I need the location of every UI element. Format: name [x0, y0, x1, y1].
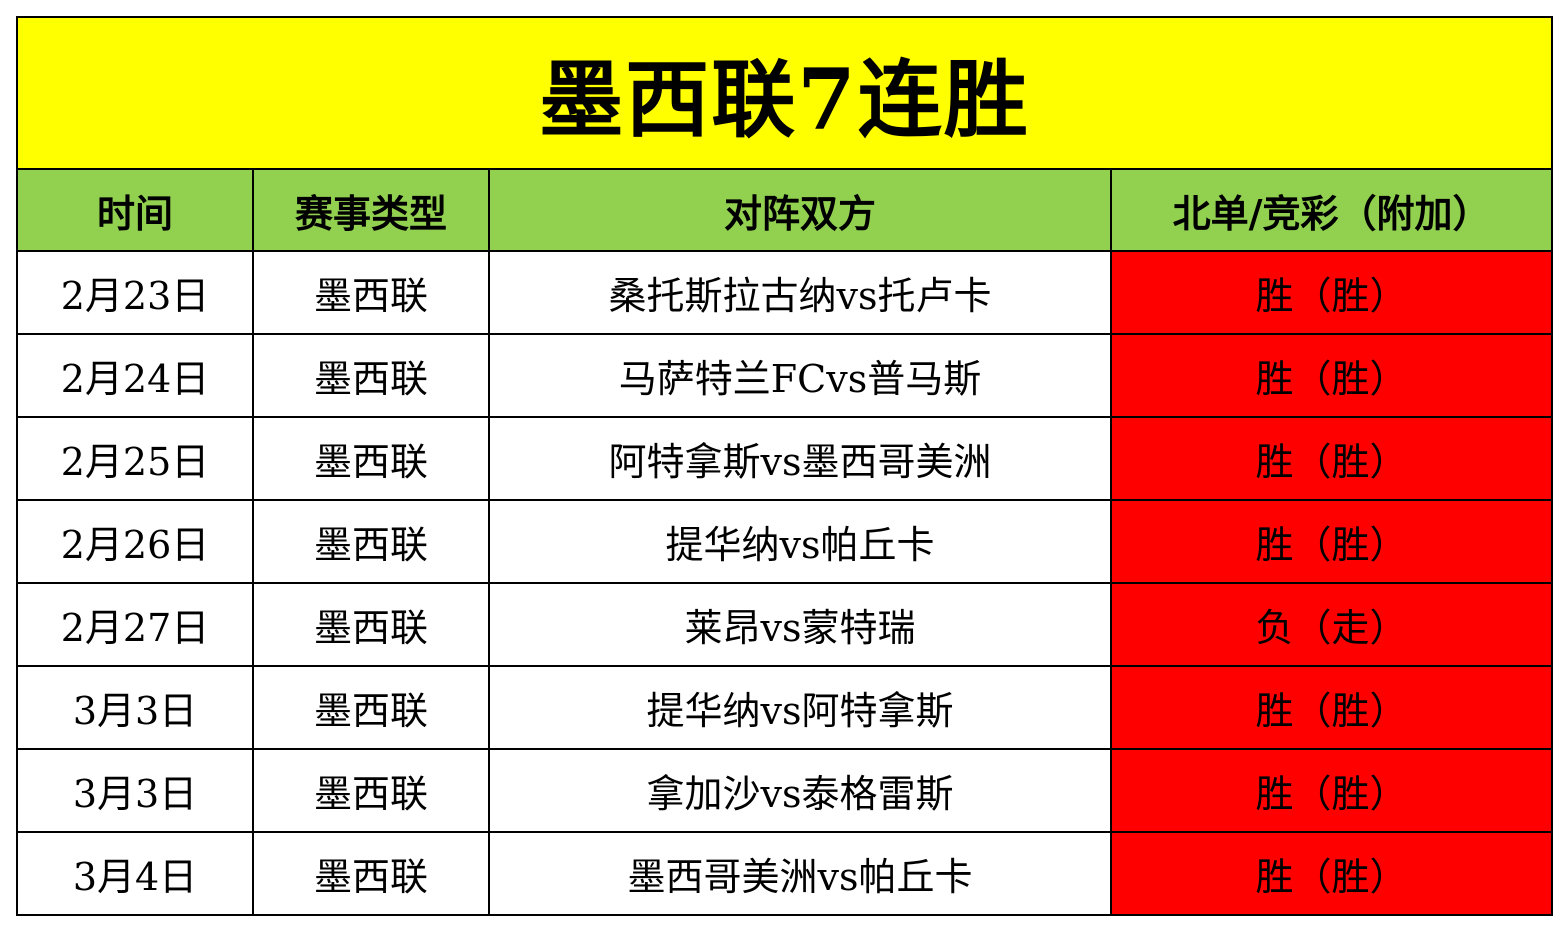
cell-match: 阿特拿斯vs墨西哥美洲	[488, 416, 1112, 501]
table-row: 2月24日 墨西联 马萨特兰FCvs普马斯 胜（胜）	[16, 333, 1554, 418]
table-row: 2月26日 墨西联 提华纳vs帕丘卡 胜（胜）	[16, 499, 1554, 584]
header-result: 北单/竞彩（附加）	[1109, 168, 1554, 252]
cell-time: 2月24日	[16, 333, 254, 418]
cell-result: 胜（胜）	[1109, 831, 1554, 916]
cell-type: 墨西联	[252, 582, 490, 667]
cell-type: 墨西联	[252, 416, 490, 501]
cell-result: 胜（胜）	[1109, 416, 1554, 501]
table-row: 3月4日 墨西联 墨西哥美洲vs帕丘卡 胜（胜）	[16, 831, 1554, 916]
cell-type: 墨西联	[252, 499, 490, 584]
cell-type: 墨西联	[252, 333, 490, 418]
cell-result: 胜（胜）	[1109, 250, 1554, 335]
cell-time: 2月26日	[16, 499, 254, 584]
header-time: 时间	[16, 168, 254, 252]
cell-match: 墨西哥美洲vs帕丘卡	[488, 831, 1112, 916]
title-row: 墨西联7连胜	[15, 16, 1554, 170]
table-row: 2月25日 墨西联 阿特拿斯vs墨西哥美洲 胜（胜）	[16, 416, 1554, 501]
cell-match: 马萨特兰FCvs普马斯	[488, 333, 1112, 418]
results-table: 墨西联7连胜 时间 赛事类型 对阵双方 北单/竞彩（附加） 2月23日 墨西联 …	[15, 16, 1554, 916]
cell-type: 墨西联	[252, 748, 490, 833]
cell-time: 2月23日	[16, 250, 254, 335]
cell-result: 胜（胜）	[1109, 748, 1554, 833]
table-row: 3月3日 墨西联 提华纳vs阿特拿斯 胜（胜）	[16, 665, 1554, 750]
header-row: 时间 赛事类型 对阵双方 北单/竞彩（附加）	[16, 168, 1554, 252]
header-type: 赛事类型	[252, 168, 490, 252]
cell-result: 胜（胜）	[1109, 665, 1554, 750]
cell-type: 墨西联	[252, 665, 490, 750]
cell-type: 墨西联	[252, 250, 490, 335]
table-row: 2月23日 墨西联 桑托斯拉古纳vs托卢卡 胜（胜）	[16, 250, 1554, 335]
cell-result: 胜（胜）	[1109, 499, 1554, 584]
cell-time: 3月3日	[16, 665, 254, 750]
cell-match: 桑托斯拉古纳vs托卢卡	[488, 250, 1112, 335]
cell-time: 2月25日	[16, 416, 254, 501]
cell-type: 墨西联	[252, 831, 490, 916]
cell-result: 胜（胜）	[1109, 333, 1554, 418]
table-row: 2月27日 墨西联 莱昂vs蒙特瑞 负（走）	[16, 582, 1554, 667]
cell-time: 2月27日	[16, 582, 254, 667]
cell-result: 负（走）	[1109, 582, 1554, 667]
table-title: 墨西联7连胜	[15, 16, 1554, 170]
header-match: 对阵双方	[488, 168, 1112, 252]
cell-time: 3月3日	[16, 748, 254, 833]
cell-match: 提华纳vs阿特拿斯	[488, 665, 1112, 750]
cell-match: 莱昂vs蒙特瑞	[488, 582, 1112, 667]
table-row: 3月3日 墨西联 拿加沙vs泰格雷斯 胜（胜）	[16, 748, 1554, 833]
cell-match: 提华纳vs帕丘卡	[488, 499, 1112, 584]
cell-time: 3月4日	[16, 831, 254, 916]
cell-match: 拿加沙vs泰格雷斯	[488, 748, 1112, 833]
